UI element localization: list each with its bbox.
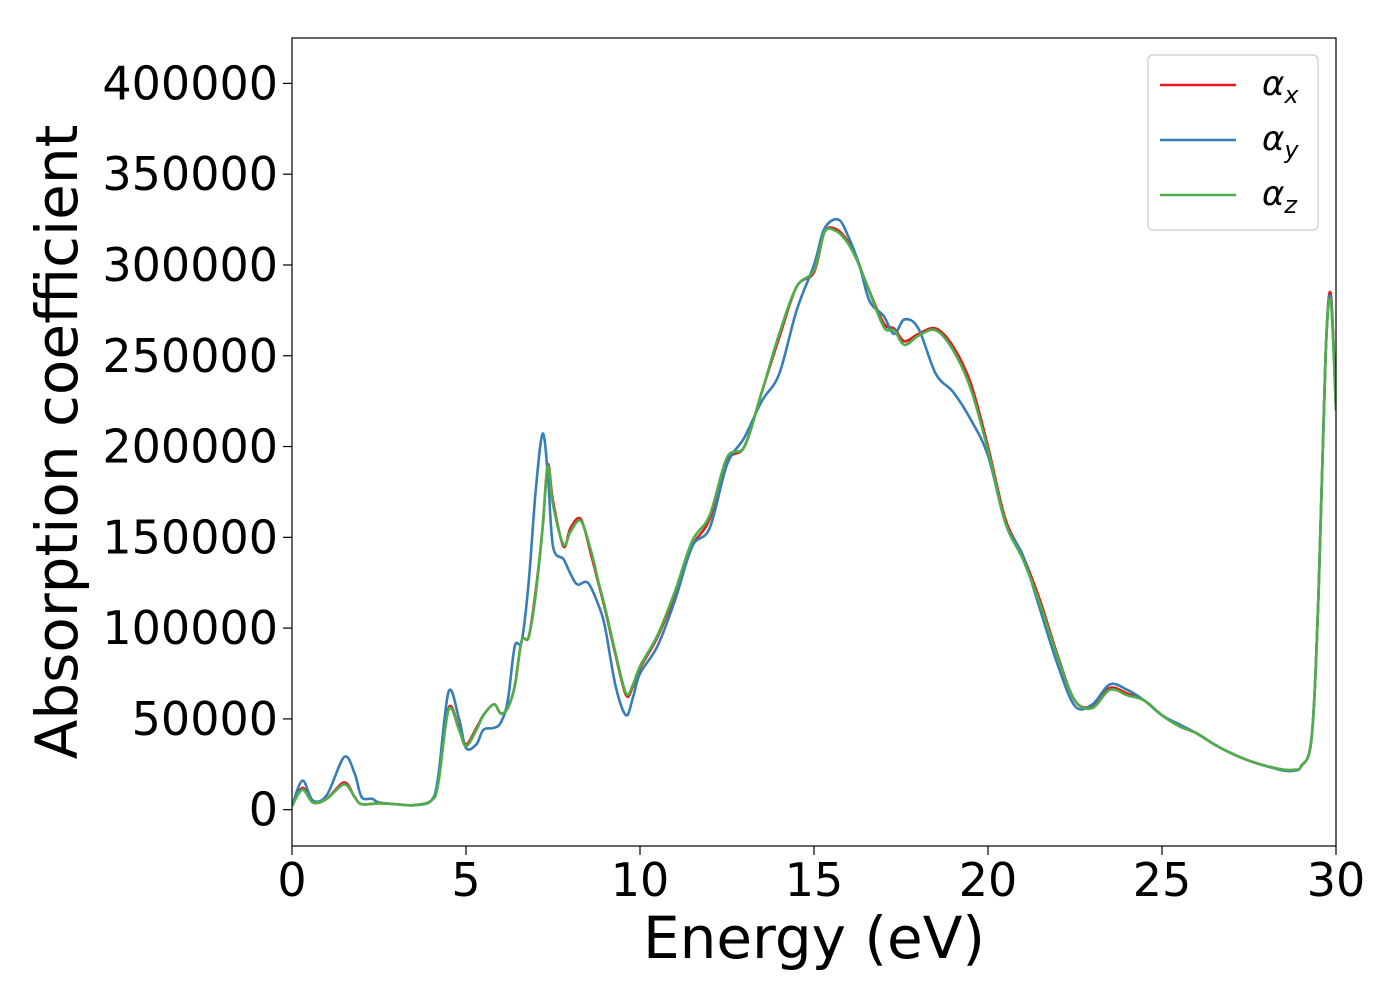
x-tick-label: 25 [1133,853,1192,907]
y-tick-label: 250000 [102,329,278,383]
y-tick-label: 150000 [102,510,278,564]
y-axis-label: Absorption coefficient [23,125,91,760]
series-layer [292,217,1336,807]
legend-box [1147,54,1319,231]
y-tick-label: 0 [249,783,278,837]
x-tick-label: 30 [1307,853,1366,907]
legend: αx αy αz [1147,54,1319,231]
legend-label-z: αz [1262,174,1298,219]
series-line-z [292,227,1336,807]
y-axis: 0 50000 100000 150000 200000 250000 300000 3500… [102,56,292,837]
y-tick-label: 200000 [102,420,278,474]
series-line-y [292,217,1336,807]
x-axis-label: Energy (eV) [643,904,985,972]
legend-label-y: αy [1262,119,1299,164]
legend-label-x: αx [1262,64,1299,109]
x-tick-label: 10 [611,853,670,907]
x-tick-label: 5 [451,853,480,907]
x-axis: 0 5 10 15 20 25 30 [277,846,1365,907]
y-tick-label: 100000 [102,601,278,655]
y-tick-label: 50000 [132,692,278,746]
x-tick-label: 0 [277,853,306,907]
x-tick-label: 20 [959,853,1018,907]
y-tick-label: 300000 [102,238,278,292]
y-tick-label: 350000 [102,147,278,201]
x-tick-label: 15 [785,853,844,907]
y-tick-label: 400000 [102,56,278,110]
